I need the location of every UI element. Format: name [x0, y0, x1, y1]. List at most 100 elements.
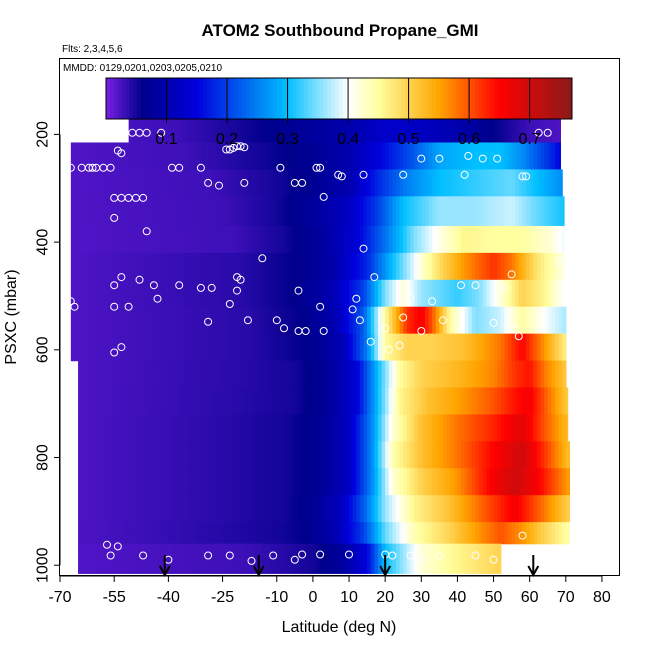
- heatmap-cell: [265, 522, 271, 545]
- heatmap-cell: [518, 112, 524, 144]
- heatmap-cell: [493, 387, 498, 416]
- heatmap-cell: [327, 279, 332, 308]
- colorbar-swatch: [370, 78, 375, 119]
- observation-point: [225, 145, 234, 154]
- heatmap-cell: [193, 414, 198, 442]
- heatmap-cell: [153, 387, 159, 416]
- colorbar-tick-label: 0.4: [337, 131, 359, 148]
- heatmap-cell: [327, 333, 332, 362]
- heatmap-cell: [255, 252, 260, 281]
- heatmap-cell: [143, 169, 148, 197]
- heatmap-cell: [121, 252, 126, 281]
- observation-point: [428, 297, 437, 306]
- heatmap-cell: [114, 495, 119, 523]
- observation-point: [207, 283, 216, 292]
- heatmap-cell: [432, 252, 437, 281]
- heatmap-cell: [374, 387, 379, 416]
- heatmap-cell: [486, 225, 491, 254]
- heatmap-cell: [135, 112, 141, 144]
- observation-point: [337, 172, 346, 181]
- heatmap-cell: [164, 306, 169, 335]
- heatmap-cell: [367, 196, 372, 227]
- heatmap-cell: [193, 169, 198, 197]
- heatmap-cell: [146, 522, 151, 545]
- heatmap-cell: [96, 169, 101, 197]
- heatmap-cell: [244, 522, 249, 545]
- heatmap-cell: [508, 279, 513, 308]
- heatmap-cell: [417, 387, 422, 416]
- heatmap-cell: [497, 196, 502, 227]
- heatmap-cell: [544, 252, 549, 281]
- heatmap-cell: [508, 252, 513, 281]
- heatmap-cell: [294, 543, 300, 574]
- heatmap-cell: [334, 142, 339, 170]
- heatmap-cell: [74, 169, 79, 197]
- heatmap-cell: [222, 225, 227, 254]
- heatmap-cell: [536, 522, 542, 545]
- heatmap-cell: [450, 495, 455, 523]
- heatmap-cell: [497, 252, 502, 281]
- heatmap-cell: [298, 414, 303, 442]
- heatmap-cell: [208, 142, 213, 170]
- heatmap-cell: [551, 306, 556, 335]
- heatmap-cell: [208, 279, 213, 308]
- heatmap-cell: [81, 306, 86, 335]
- heatmap-cell: [533, 306, 538, 335]
- heatmap-cell: [442, 543, 448, 574]
- heatmap-cell: [78, 333, 83, 362]
- heatmap-cell: [208, 225, 213, 254]
- colorbar-swatch: [521, 78, 526, 119]
- heatmap-cell: [200, 441, 206, 469]
- heatmap-cell: [81, 279, 86, 308]
- heatmap-cell: [258, 543, 263, 574]
- colorbar-swatch: [257, 78, 262, 119]
- heatmap-cell: [406, 468, 412, 496]
- heatmap-cell: [96, 225, 101, 254]
- heatmap-cell: [493, 333, 498, 362]
- heatmap-cell: [320, 333, 325, 362]
- heatmap-cell: [388, 112, 393, 144]
- heatmap-cell: [291, 414, 296, 442]
- heatmap-cell: [182, 196, 188, 227]
- colorbar-swatch: [183, 78, 189, 119]
- heatmap-cell: [237, 543, 242, 574]
- heatmap-cell: [312, 225, 318, 254]
- heatmap-cell: [374, 543, 379, 574]
- heatmap-cell: [508, 112, 513, 144]
- heatmap-cell: [475, 441, 480, 469]
- heatmap-cell: [417, 306, 422, 335]
- heatmap-cell: [522, 142, 527, 170]
- heatmap-cell: [121, 196, 126, 227]
- heatmap-cell: [381, 112, 386, 144]
- heatmap-cell: [349, 252, 354, 281]
- heatmap-cell: [439, 225, 444, 254]
- heatmap-cell: [226, 169, 231, 197]
- heatmap-cell: [518, 196, 524, 227]
- heatmap-cell: [464, 360, 469, 389]
- colorbar-swatch: [179, 78, 185, 119]
- heatmap-cell: [237, 441, 242, 469]
- heatmap-cell: [215, 112, 220, 144]
- heatmap-cell: [161, 169, 166, 197]
- heatmap-cell: [143, 333, 148, 362]
- heatmap-cell: [540, 225, 545, 254]
- heatmap-cell: [363, 225, 368, 254]
- observation-point: [370, 273, 379, 282]
- heatmap-cell: [486, 112, 491, 144]
- heatmap-cell: [327, 169, 332, 197]
- heatmap-cell: [536, 414, 542, 442]
- heatmap-cell: [345, 196, 350, 227]
- heatmap-cell: [244, 225, 249, 254]
- heatmap-cell: [435, 522, 440, 545]
- heatmap-cell: [450, 468, 455, 496]
- heatmap-cell: [175, 142, 180, 170]
- heatmap-cell: [330, 279, 336, 308]
- heatmap-cell: [414, 279, 419, 308]
- observation-point: [124, 302, 133, 311]
- heatmap-cell: [280, 441, 285, 469]
- heatmap-cell: [139, 306, 144, 335]
- heatmap-cell: [110, 142, 115, 170]
- colorbar-swatch: [455, 78, 460, 119]
- observation-point: [471, 281, 480, 290]
- heatmap-cell: [121, 169, 126, 197]
